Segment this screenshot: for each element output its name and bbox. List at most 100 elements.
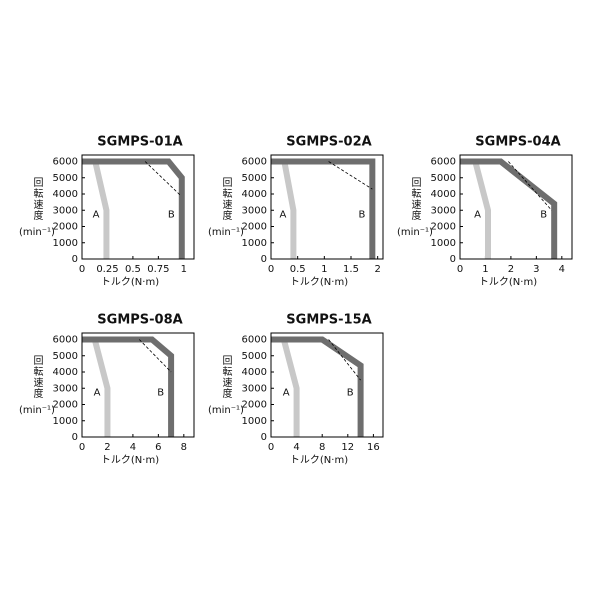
chart-panel: SGMPS-15A 回転速度 (min⁻¹) トルク(N·m) 0 1000 2000 300…	[208, 313, 384, 466]
region-label: B	[347, 387, 354, 398]
x-tick-label: 0	[79, 442, 85, 453]
region-label: A	[93, 209, 100, 220]
region-boundary	[82, 158, 185, 259]
x-tick-label: 8	[319, 442, 325, 453]
y-tick-label: 2000	[242, 400, 267, 411]
y-tick-label: 2000	[53, 400, 78, 411]
region-label: B	[358, 209, 365, 220]
plot-frame	[81, 332, 195, 438]
chart-title: SGMPS-04A	[475, 135, 560, 150]
chart-title: SGMPS-01A	[97, 135, 182, 150]
chart-panel: SGMPS-04A 回転速度 (min⁻¹) トルク(N·m) 0 1000 2000 300…	[397, 135, 573, 288]
x-tick-label: 3	[533, 264, 539, 275]
y-tick-label: 3000	[53, 205, 78, 216]
y-tick-label: 3000	[242, 383, 267, 394]
y-tick-label: 0	[72, 432, 78, 443]
x-tick-label: 0.25	[96, 264, 118, 275]
x-tick-label: 16	[367, 442, 380, 453]
region-label: A	[283, 387, 290, 398]
y-tick-label: 4000	[53, 189, 78, 200]
chart-panel: SGMPS-08A 回転速度 (min⁻¹) トルク(N·m) 0 1000 2000 300…	[19, 313, 195, 466]
plot-frame	[270, 154, 384, 260]
plot-frame	[459, 154, 573, 260]
dashed-line	[328, 161, 373, 190]
region-label: B	[157, 387, 164, 398]
y-tick-label: 0	[72, 254, 78, 265]
y-tick-label: 4000	[242, 367, 267, 378]
y-axis-label: 回転速度	[409, 177, 421, 221]
y-axis-label: 回転速度	[31, 355, 43, 399]
region-label: A	[474, 209, 481, 220]
y-tick-label: 2000	[53, 222, 78, 233]
x-tick-label: 4	[130, 442, 136, 453]
region-label: A	[280, 209, 287, 220]
x-tick-label: 0.5	[290, 264, 306, 275]
y-tick-label: 3000	[431, 205, 456, 216]
x-axis-label: トルク(N·m)	[290, 454, 348, 466]
y-tick-label: 0	[261, 432, 267, 443]
x-axis-label: トルク(N·m)	[479, 276, 537, 288]
x-tick-label: 0.75	[147, 264, 169, 275]
x-tick-label: 2	[374, 264, 380, 275]
y-axis-unit: (min⁻¹)	[19, 227, 55, 238]
y-tick-label: 4000	[242, 189, 267, 200]
x-axis-label: トルク(N·m)	[101, 276, 159, 288]
y-tick-label: 6000	[242, 157, 267, 168]
y-tick-label: 5000	[242, 173, 267, 184]
plot-frame	[81, 154, 195, 260]
region-boundary	[82, 336, 175, 437]
y-tick-label: 1000	[53, 238, 78, 249]
y-tick-label: 1000	[431, 238, 456, 249]
chart-title: SGMPS-15A	[286, 313, 371, 328]
dashed-line	[328, 339, 361, 381]
dashed-line	[508, 161, 552, 211]
chart-title: SGMPS-08A	[97, 313, 182, 328]
x-axis-label: トルク(N·m)	[290, 276, 348, 288]
y-axis-unit: (min⁻¹)	[397, 227, 433, 238]
y-tick-label: 1000	[53, 416, 78, 427]
y-tick-label: 2000	[431, 222, 456, 233]
y-tick-label: 5000	[242, 351, 267, 362]
chart-panel: SGMPS-02A 回転速度 (min⁻¹) トルク(N·m) 0 1000 2000 300…	[208, 135, 384, 288]
x-tick-label: 1	[482, 264, 488, 275]
x-tick-label: 8	[181, 442, 187, 453]
plot-frame	[270, 332, 384, 438]
region-boundary	[271, 336, 364, 437]
y-tick-label: 2000	[242, 222, 267, 233]
y-tick-label: 1000	[242, 416, 267, 427]
x-tick-label: 0	[457, 264, 463, 275]
y-tick-label: 5000	[53, 351, 78, 362]
y-tick-label: 6000	[242, 335, 267, 346]
region-label: B	[540, 209, 547, 220]
y-tick-label: 0	[261, 254, 267, 265]
y-tick-label: 0	[450, 254, 456, 265]
x-tick-label: 0	[79, 264, 85, 275]
dashed-line	[138, 339, 172, 373]
region-boundary	[271, 158, 376, 259]
y-tick-label: 6000	[53, 157, 78, 168]
y-tick-label: 4000	[431, 189, 456, 200]
x-tick-label: 4	[293, 442, 299, 453]
y-tick-label: 4000	[53, 367, 78, 378]
y-axis-unit: (min⁻¹)	[208, 405, 244, 416]
x-tick-label: 0	[268, 442, 274, 453]
x-tick-label: 12	[341, 442, 354, 453]
x-tick-label: 6	[155, 442, 161, 453]
region-boundary	[460, 158, 558, 259]
region-label: A	[94, 387, 101, 398]
y-axis-label: 回転速度	[31, 177, 43, 221]
y-tick-label: 1000	[242, 238, 267, 249]
y-axis-unit: (min⁻¹)	[19, 405, 55, 416]
y-tick-label: 3000	[242, 205, 267, 216]
region-label: B	[168, 209, 175, 220]
x-tick-label: 1	[321, 264, 327, 275]
y-tick-label: 5000	[53, 173, 78, 184]
x-axis-label: トルク(N·m)	[101, 454, 159, 466]
x-tick-label: 1.5	[343, 264, 359, 275]
chart-panel: SGMPS-01A 回転速度 (min⁻¹) トルク(N·m) 0 1000 2000 300…	[19, 135, 195, 288]
y-axis-label: 回転速度	[220, 177, 232, 221]
x-tick-label: 1	[181, 264, 187, 275]
x-tick-label: 2	[508, 264, 514, 275]
x-tick-label: 2	[104, 442, 110, 453]
